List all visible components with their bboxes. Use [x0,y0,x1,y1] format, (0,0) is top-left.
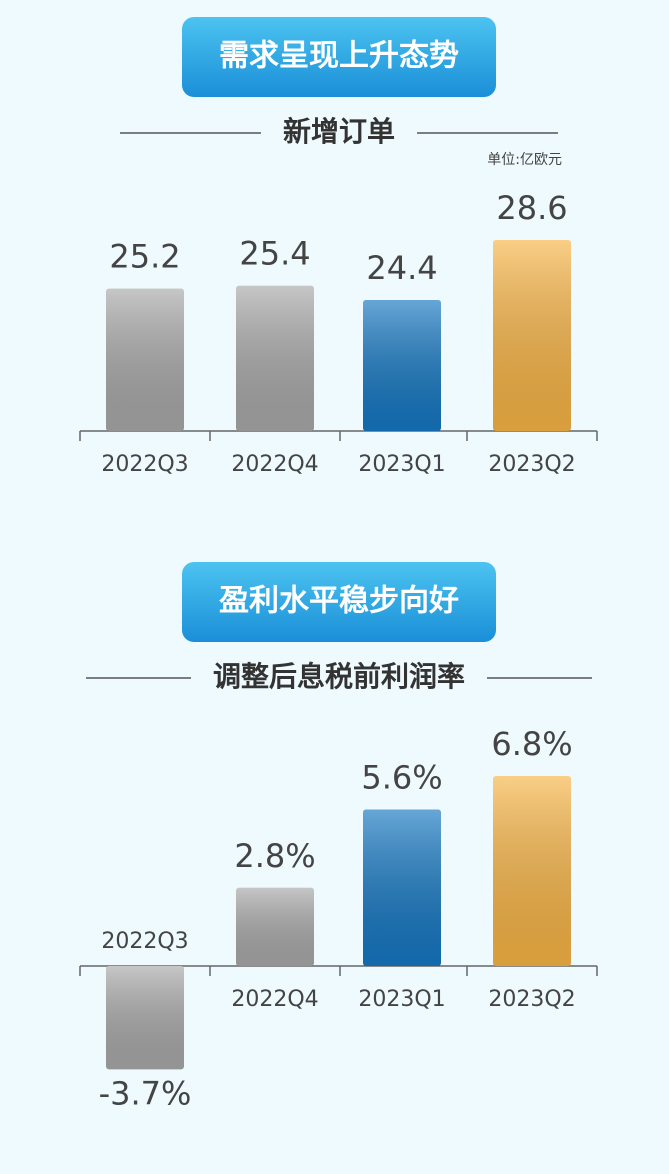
value-label: 2.8% [234,837,315,875]
bar-shine [106,288,184,431]
bar-shine [236,285,314,431]
banner-text: 需求呈现上升态势 [219,39,459,74]
category-label: 2022Q3 [101,929,188,954]
bar-shine [106,966,184,1070]
category-label: 2023Q1 [358,987,445,1012]
value-label: 24.4 [366,249,437,287]
banner-text: 盈利水平稳步向好 [219,584,459,619]
category-label: 2023Q1 [358,452,445,477]
category-label: 2022Q4 [231,987,318,1012]
bar-shine [236,887,314,966]
bar-shine [363,300,441,431]
bar-shine [493,776,571,966]
category-label: 2023Q2 [488,987,575,1012]
chart-title: 新增订单 [283,115,395,148]
value-label: 28.6 [496,189,567,227]
banner [182,17,496,97]
value-label: 5.6% [361,759,442,797]
value-label: -3.7% [99,1074,192,1112]
value-label: 25.4 [239,235,310,273]
unit-label: 单位:亿欧元 [487,152,562,168]
bar-shine [493,240,571,431]
category-label: 2022Q4 [231,452,318,477]
category-label: 2023Q2 [488,452,575,477]
category-label: 2022Q3 [101,452,188,477]
banner [182,562,496,642]
value-label: 25.2 [109,238,180,276]
chart-title: 调整后息税前利润率 [213,660,465,693]
value-label: 6.8% [491,725,572,763]
bar-shine [363,809,441,966]
